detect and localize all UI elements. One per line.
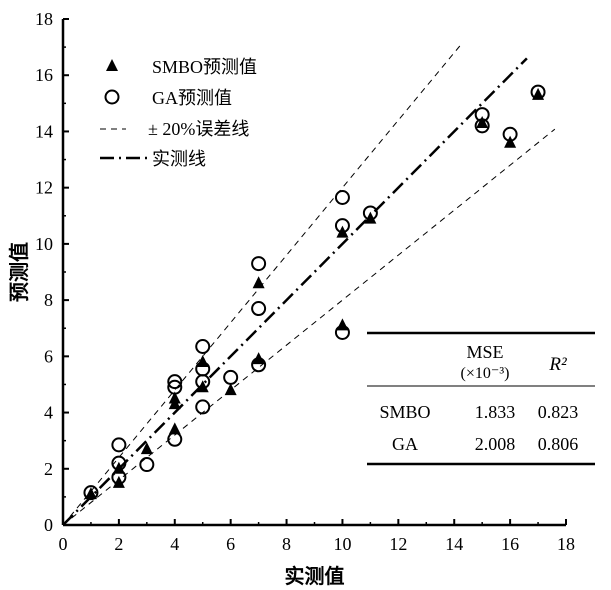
smbo-point: [140, 442, 153, 455]
y-tick-label: 10: [35, 234, 53, 254]
table-header-r2: R²: [548, 354, 567, 375]
ga-point: [474, 107, 490, 123]
ga-point: [195, 374, 211, 390]
ga-point: [111, 469, 127, 485]
ga-point: [167, 431, 183, 447]
legend-ga-marker: [104, 89, 120, 105]
y-axis-label: 预测值: [7, 242, 31, 302]
y-tick-label: 12: [35, 178, 53, 198]
ga-point: [167, 379, 183, 395]
ga-point: [334, 324, 350, 340]
table-row-name: GA: [392, 434, 418, 454]
table-cell-r2: 0.806: [538, 434, 579, 454]
ga-point: [334, 218, 350, 234]
smbo-point: [84, 487, 97, 500]
legend-smbo-label: SMBO预测值: [152, 57, 257, 77]
y-tick-label: 18: [35, 9, 53, 29]
ga-point: [251, 301, 267, 317]
ga-point: [83, 485, 99, 501]
smbo-point: [224, 383, 237, 396]
x-tick-label: 14: [445, 534, 463, 554]
legend-error-label: ± 20%误差线: [148, 119, 249, 139]
x-tick-label: 2: [114, 534, 123, 554]
table-cell-mse: 1.833: [475, 402, 516, 422]
x-tick-label: 10: [333, 534, 351, 554]
x-axis-label: 实测值: [285, 564, 345, 588]
smbo-point: [168, 422, 181, 435]
legend-ga-label: GA预测值: [152, 88, 232, 108]
table-header-mse: MSE: [466, 342, 503, 362]
ga-point: [195, 338, 211, 354]
ga-point: [474, 118, 490, 134]
ga-point: [530, 84, 546, 100]
smbo-point: [112, 475, 125, 488]
ga-point: [139, 457, 155, 473]
ga-point: [111, 455, 127, 471]
legend-actual-label: 实测线: [152, 149, 206, 169]
ga-point: [111, 437, 127, 453]
x-tick-label: 16: [501, 534, 519, 554]
y-tick-label: 0: [44, 515, 53, 535]
ga-point: [502, 126, 518, 142]
table-cell-mse: 2.008: [475, 434, 516, 454]
x-tick-label: 4: [170, 534, 179, 554]
reference-line: [62, 128, 556, 526]
smbo-point: [196, 380, 209, 393]
reference-line: [62, 57, 528, 526]
ga-point: [251, 256, 267, 272]
smbo-point: [364, 211, 377, 224]
y-tick-label: 6: [44, 346, 53, 366]
y-tick-label: 8: [44, 290, 53, 310]
smbo-point: [252, 276, 265, 289]
ga-point: [167, 374, 183, 390]
ga-point: [223, 369, 239, 385]
x-tick-label: 12: [389, 534, 407, 554]
x-tick-label: 18: [557, 534, 575, 554]
ga-point: [251, 357, 267, 373]
x-tick-label: 0: [59, 534, 68, 554]
ga-point: [195, 399, 211, 415]
y-tick-label: 4: [44, 403, 53, 423]
y-tick-label: 2: [44, 459, 53, 479]
ga-point: [362, 205, 378, 221]
table-cell-r2: 0.823: [538, 402, 579, 422]
table-row-name: SMBO: [379, 402, 430, 422]
legend-smbo-marker: [106, 59, 118, 71]
x-tick-label: 8: [282, 534, 291, 554]
table-header-unit: (×10⁻³): [461, 365, 510, 382]
y-tick-label: 16: [35, 65, 53, 85]
x-tick-label: 6: [226, 534, 235, 554]
ga-point: [334, 190, 350, 206]
smbo-point: [168, 397, 181, 410]
y-tick-label: 14: [35, 121, 53, 141]
